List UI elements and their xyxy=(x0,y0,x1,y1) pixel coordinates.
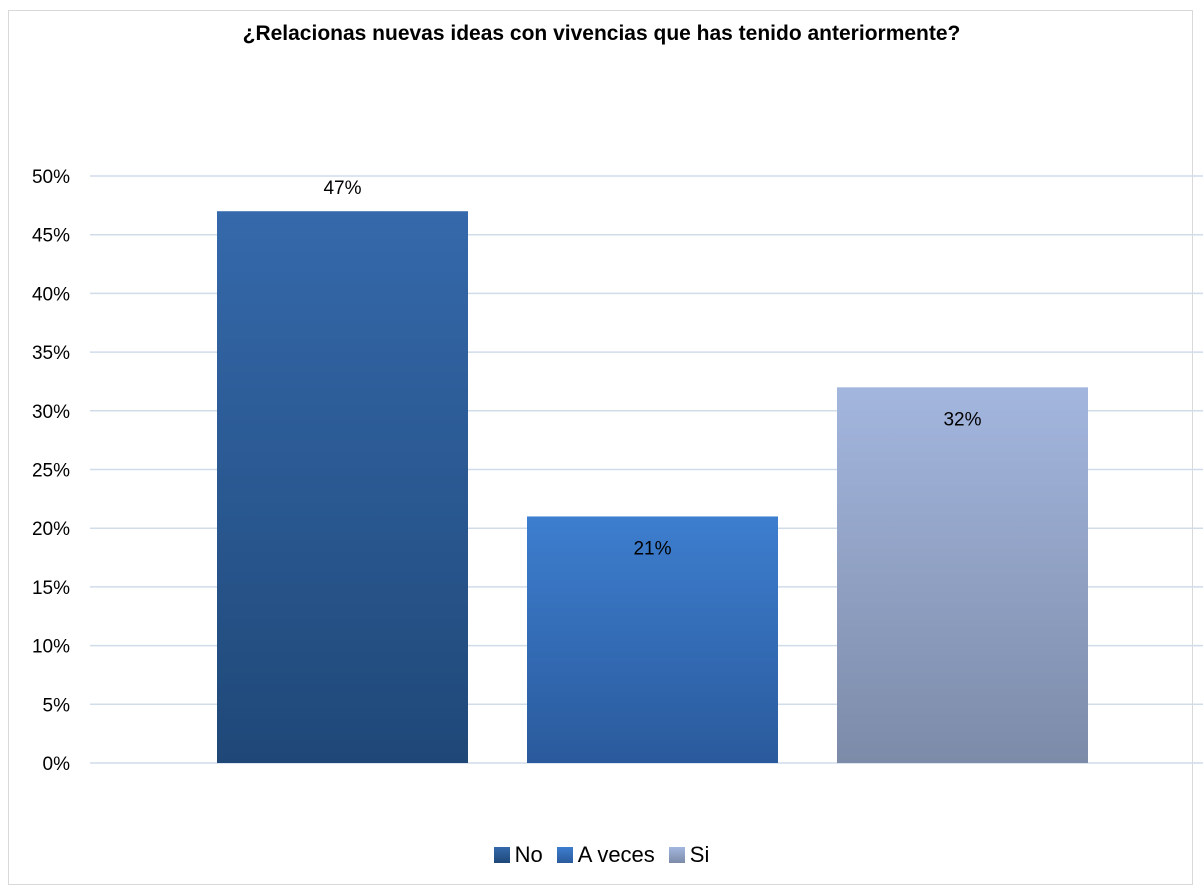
y-tick-label: 5% xyxy=(43,695,71,716)
data-label: 32% xyxy=(943,409,981,430)
y-tick-label: 0% xyxy=(43,754,71,775)
legend-label: No xyxy=(515,842,543,868)
legend-item: No xyxy=(494,842,543,868)
y-tick-label: 50% xyxy=(32,167,70,188)
data-label: 47% xyxy=(323,178,361,199)
y-tick-label: 25% xyxy=(32,461,70,482)
legend-label: Si xyxy=(690,842,710,868)
y-tick-label: 45% xyxy=(32,226,70,247)
y-tick-label: 10% xyxy=(32,637,70,658)
bar-no xyxy=(217,211,468,763)
legend-swatch xyxy=(494,847,510,863)
y-tick-label: 15% xyxy=(32,578,70,599)
legend: No A veces Si xyxy=(0,842,1203,868)
y-tick-label: 20% xyxy=(32,519,70,540)
y-axis-ticks: 0% 5% 10% 15% 20% 25% 30% 35% 40% 45% 50% xyxy=(32,167,70,775)
legend-item: Si xyxy=(669,842,710,868)
y-tick-label: 35% xyxy=(32,343,70,364)
legend-swatch xyxy=(557,847,573,863)
data-label: 21% xyxy=(633,538,671,559)
bar-si xyxy=(837,387,1088,763)
y-tick-label: 40% xyxy=(32,284,70,305)
legend-label: A veces xyxy=(578,842,655,868)
legend-item: A veces xyxy=(557,842,655,868)
y-tick-label: 30% xyxy=(32,402,70,423)
legend-swatch xyxy=(669,847,685,863)
